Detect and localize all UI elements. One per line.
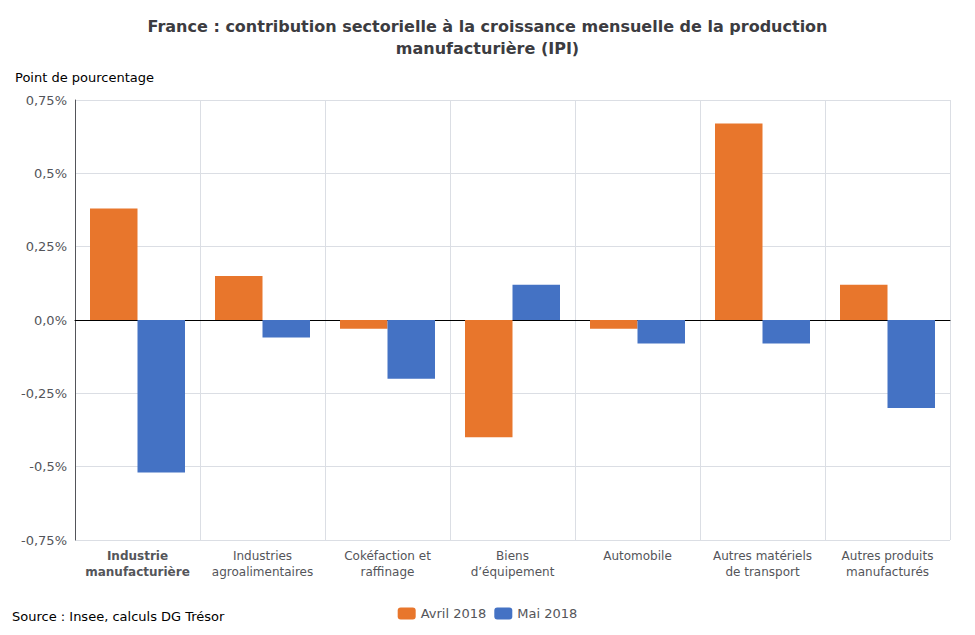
svg-text:-0,25%: -0,25% bbox=[21, 386, 67, 401]
svg-text:Biens: Biens bbox=[496, 549, 529, 563]
svg-text:manufacturés: manufacturés bbox=[846, 565, 929, 579]
svg-text:de transport: de transport bbox=[725, 565, 800, 579]
svg-text:Source : Insee, calculs DG Tré: Source : Insee, calculs DG Trésor bbox=[12, 609, 225, 624]
svg-text:Autres matériels: Autres matériels bbox=[713, 549, 812, 563]
svg-text:manufacturière: manufacturière bbox=[85, 565, 190, 579]
svg-text:0,75%: 0,75% bbox=[26, 93, 67, 108]
svg-text:Autres produits: Autres produits bbox=[842, 549, 934, 563]
svg-text:-0,5%: -0,5% bbox=[29, 459, 67, 474]
svg-text:manufacturière (IPI): manufacturière (IPI) bbox=[396, 39, 579, 58]
svg-text:0,25%: 0,25% bbox=[26, 239, 67, 254]
svg-text:Mai 2018: Mai 2018 bbox=[517, 606, 577, 621]
svg-text:Industries: Industries bbox=[233, 549, 292, 563]
svg-text:Avril 2018: Avril 2018 bbox=[421, 606, 487, 621]
svg-text:raffinage: raffinage bbox=[361, 565, 415, 579]
svg-text:0,5%: 0,5% bbox=[34, 166, 67, 181]
svg-text:agroalimentaires: agroalimentaires bbox=[212, 565, 313, 579]
svg-text:Point de pourcentage: Point de pourcentage bbox=[15, 70, 154, 85]
svg-text:Cokéfaction et: Cokéfaction et bbox=[344, 549, 431, 563]
svg-text:0,0%: 0,0% bbox=[34, 313, 67, 328]
svg-text:d’équipement: d’équipement bbox=[471, 565, 555, 579]
svg-text:France : contribution sectorie: France : contribution sectorielle à la c… bbox=[148, 17, 828, 36]
svg-text:-0,75%: -0,75% bbox=[21, 533, 67, 548]
svg-text:Industrie: Industrie bbox=[107, 549, 168, 563]
svg-text:Automobile: Automobile bbox=[603, 549, 672, 563]
